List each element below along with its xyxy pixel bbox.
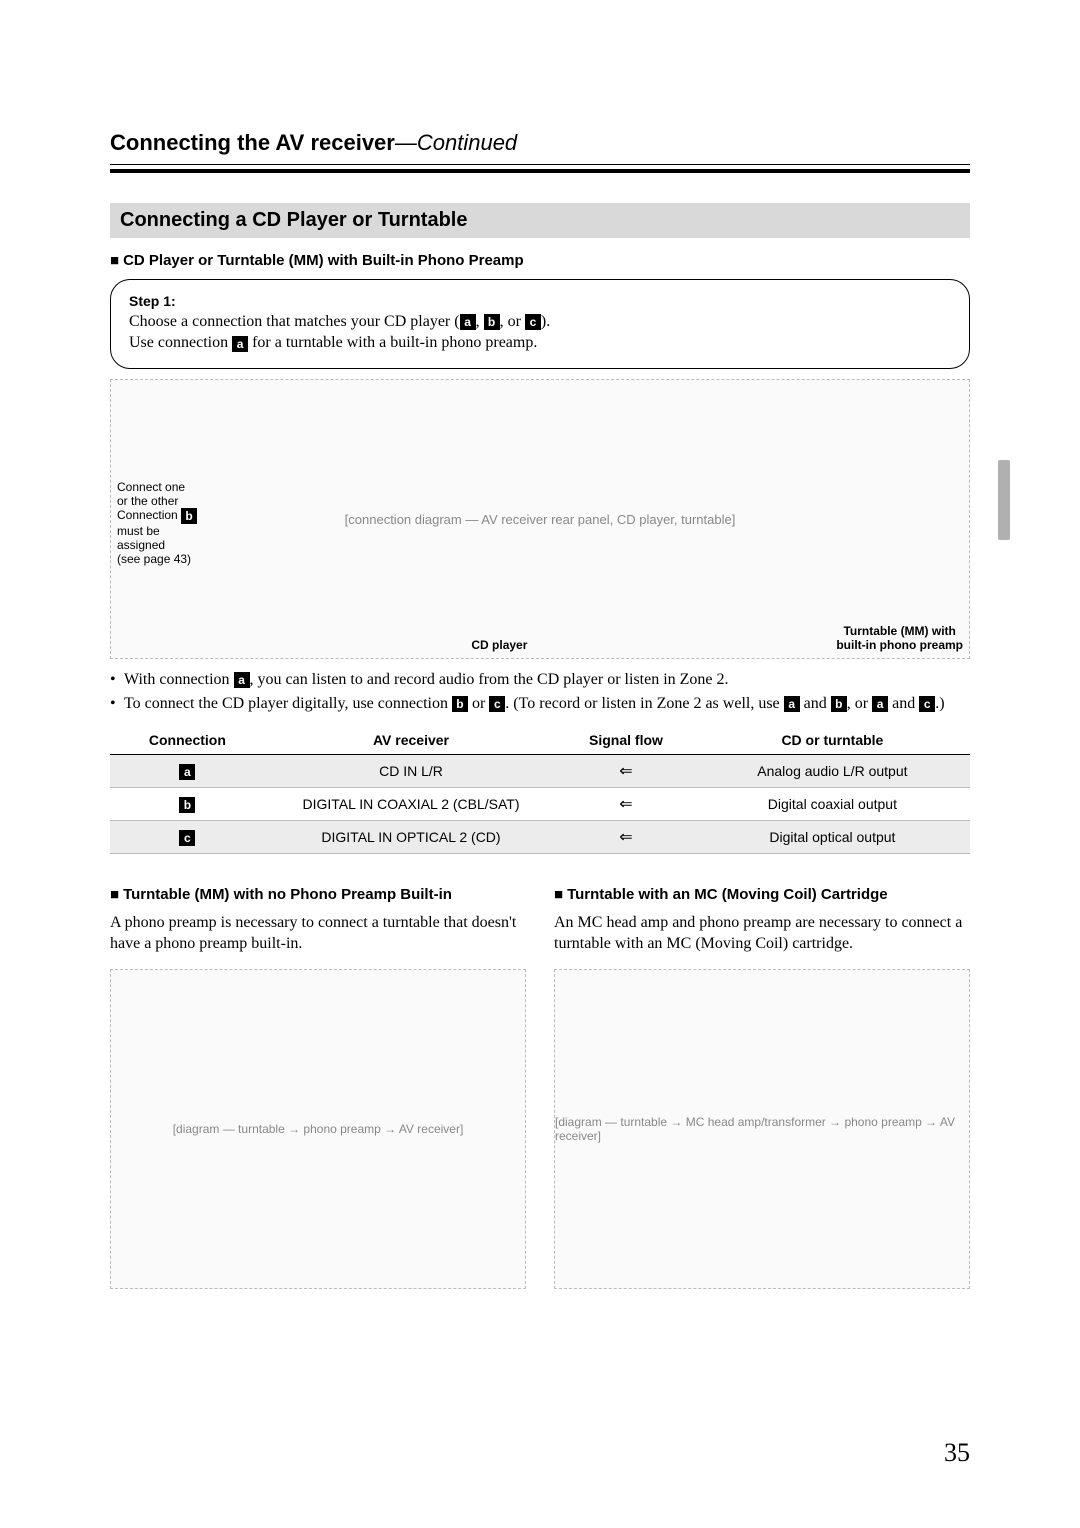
badge-a: a (179, 764, 195, 780)
th-signal: Signal flow (557, 726, 695, 755)
subheading-right: ■Turntable with an MC (Moving Coil) Cart… (554, 886, 970, 903)
table-row: c DIGITAL IN OPTICAL 2 (CD) Digital opti… (110, 821, 970, 854)
note-2: To connect the CD player digitally, use … (110, 693, 970, 715)
diagram-label-cd: CD player (471, 638, 527, 652)
rule-thin (110, 164, 970, 165)
step-label: Step 1: (129, 292, 951, 311)
badge-b: b (181, 508, 197, 524)
table-row: b DIGITAL IN COAXIAL 2 (CBL/SAT) Digital… (110, 788, 970, 821)
badge-b: b (831, 696, 847, 712)
table-header-row: Connection AV receiver Signal flow CD or… (110, 726, 970, 755)
square-icon: ■ (110, 252, 119, 269)
arrow-left-icon (619, 763, 632, 779)
step-line-1: Choose a connection that matches your CD… (129, 311, 951, 333)
arrow-left-icon (619, 796, 632, 812)
main-diagram: [connection diagram — AV receiver rear p… (110, 379, 970, 659)
square-icon: ■ (110, 886, 119, 903)
side-tab (998, 460, 1010, 540)
subheading-1: ■CD Player or Turntable (MM) with Built-… (110, 252, 970, 269)
subheading-left: ■Turntable (MM) with no Phono Preamp Bui… (110, 886, 526, 903)
badge-b: b (452, 696, 468, 712)
th-device: CD or turntable (695, 726, 970, 755)
section-title: Connecting a CD Player or Turntable (110, 203, 970, 238)
step-box: Step 1: Choose a connection that matches… (110, 279, 970, 369)
diagram-note-left: Connect one or the other Connection b mu… (117, 480, 197, 566)
badge-c: c (525, 314, 541, 330)
arrow-left-icon (619, 829, 632, 845)
two-column-section: ■Turntable (MM) with no Phono Preamp Bui… (110, 878, 970, 1289)
badge-a: a (872, 696, 888, 712)
badge-a: a (784, 696, 800, 712)
left-column: ■Turntable (MM) with no Phono Preamp Bui… (110, 878, 526, 1289)
badge-a: a (460, 314, 476, 330)
connection-table: Connection AV receiver Signal flow CD or… (110, 726, 970, 854)
th-receiver: AV receiver (265, 726, 557, 755)
right-body: An MC head amp and phono preamp are nece… (554, 913, 970, 955)
right-column: ■Turntable with an MC (Moving Coil) Cart… (554, 878, 970, 1289)
badge-c: c (919, 696, 935, 712)
header-title: Connecting the AV receiver (110, 130, 395, 155)
page-header: Connecting the AV receiver—Continued (110, 130, 970, 156)
notes-list: With connection a, you can listen to and… (110, 669, 970, 714)
th-connection: Connection (110, 726, 265, 755)
table-row: a CD IN L/R Analog audio L/R output (110, 755, 970, 788)
page-number: 35 (944, 1438, 970, 1468)
badge-a: a (232, 336, 248, 352)
note-1: With connection a, you can listen to and… (110, 669, 970, 691)
left-body: A phono preamp is necessary to connect a… (110, 913, 526, 955)
header-continued: —Continued (395, 130, 517, 155)
step-line-2: Use connection a for a turntable with a … (129, 332, 951, 354)
left-diagram: [diagram — turntable → phono preamp → AV… (110, 969, 526, 1289)
square-icon: ■ (554, 886, 563, 903)
badge-c: c (489, 696, 505, 712)
rule-thick (110, 169, 970, 173)
right-diagram: [diagram — turntable → MC head amp/trans… (554, 969, 970, 1289)
badge-a: a (234, 672, 250, 688)
badge-c: c (179, 830, 195, 846)
diagram-label-tt: Turntable (MM) with built-in phono pream… (836, 624, 963, 652)
badge-b: b (484, 314, 500, 330)
badge-b: b (179, 797, 195, 813)
